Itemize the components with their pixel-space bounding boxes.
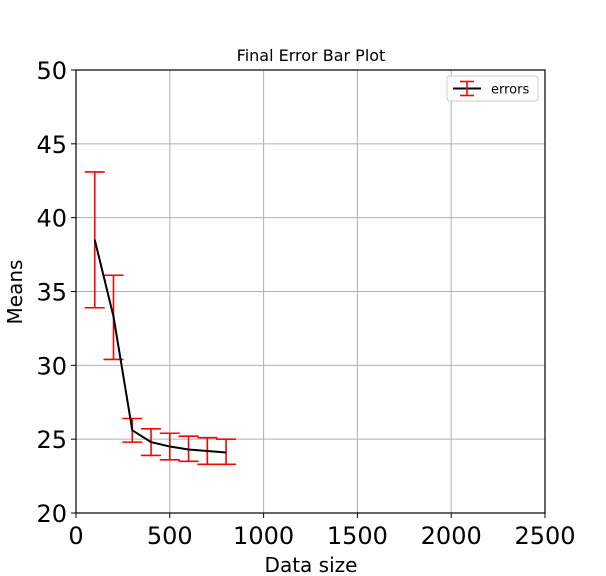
y-axis-label: Means [3,260,27,325]
chart-title: Final Error Bar Plot [237,46,386,65]
y-tick-label: 45 [36,131,67,159]
legend: errors [446,75,539,102]
x-tick-label: 2000 [421,522,482,550]
y-tick-label: 20 [36,500,67,528]
x-tick-label: 500 [147,522,193,550]
x-tick-label: 1500 [327,522,388,550]
series-line-errors [93,239,227,454]
x-tick-label: 0 [68,522,83,550]
x-tick-label: 2500 [514,522,575,550]
y-tick-label: 35 [36,279,67,307]
x-axis-label: Data size [265,553,358,576]
x-axis-ticks: 0 500 1000 1500 2000 2500 [68,513,576,550]
y-axis-ticks: 20 25 30 35 40 45 50 [36,57,76,528]
y-tick-label: 25 [36,426,67,454]
plot-marks [84,171,237,466]
y-tick-label: 30 [36,352,67,380]
y-tick-label: 50 [36,57,67,85]
grid-lines [75,69,546,514]
y-tick-label: 40 [36,205,67,233]
legend-swatch [453,80,481,97]
x-tick-label: 1000 [233,522,294,550]
legend-label: errors [491,83,529,98]
